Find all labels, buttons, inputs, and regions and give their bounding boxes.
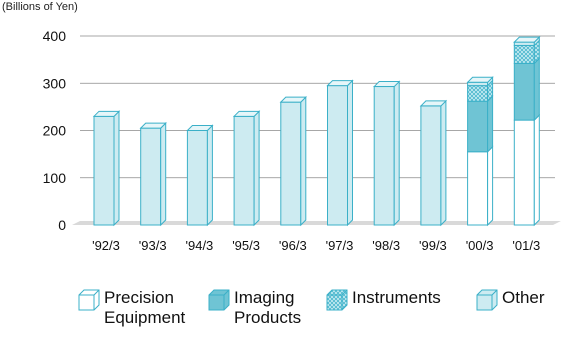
bar-top xyxy=(419,100,448,107)
x-tick-label: '93/3 xyxy=(139,238,167,253)
bar-top xyxy=(326,80,354,87)
bar-side-imaging-products xyxy=(487,94,494,153)
x-tick-label: '94/3 xyxy=(186,238,214,253)
bar-segment-other xyxy=(233,115,255,226)
bar-side-imaging-products xyxy=(533,57,540,122)
bar-segment-precision-equipment xyxy=(513,119,535,226)
x-tick-label: '99/3 xyxy=(419,238,447,253)
bar-segment-other xyxy=(280,101,302,226)
bar-side-other xyxy=(440,99,447,227)
instruments-swatch-icon xyxy=(326,289,348,311)
bar-segment-instruments xyxy=(467,85,489,102)
bar-side-other xyxy=(300,95,307,227)
y-axis-ticks: 400 300 200 100 0 xyxy=(43,28,67,233)
bar-segment-other xyxy=(186,130,208,226)
legend-label: Other xyxy=(502,288,545,307)
bar-segment-precision-equipment xyxy=(467,151,489,226)
x-tick-label: '95/3 xyxy=(232,238,260,253)
bar-top xyxy=(466,76,494,83)
legend-label: Instruments xyxy=(352,288,441,307)
x-tick-label: '97/3 xyxy=(326,238,354,253)
x-tick-label: '01/3 xyxy=(512,238,540,253)
y-tick-label: 0 xyxy=(58,217,66,233)
bar-side-other xyxy=(347,79,353,227)
y-tick-label: 400 xyxy=(43,28,67,44)
x-tick-label: '98/3 xyxy=(372,238,400,253)
legend-item-other: Other xyxy=(476,288,545,311)
bar-top xyxy=(232,110,261,117)
bar-side-precision-equipment xyxy=(487,145,494,227)
bar-segment-instruments xyxy=(513,44,535,64)
bar-top xyxy=(139,122,167,129)
legend-item-precision-equipment: Precision Equipment xyxy=(78,288,185,328)
bar-segment-other xyxy=(373,86,395,226)
bar-top xyxy=(372,81,401,88)
other-swatch-icon xyxy=(476,289,498,311)
y-tick-label: 300 xyxy=(43,75,67,91)
bar-segment-other xyxy=(140,127,162,226)
bar-top xyxy=(92,110,121,117)
legend: Precision Equipment Imaging Products Ins… xyxy=(78,288,558,338)
legend-item-instruments: Instruments xyxy=(326,288,441,311)
bar-side-other xyxy=(113,110,120,227)
x-tick-label: '96/3 xyxy=(279,238,307,253)
y-tick-label: 200 xyxy=(43,123,67,139)
legend-label: Imaging Products xyxy=(234,288,302,327)
x-tick-label: '92/3 xyxy=(92,238,120,253)
bar-segment-other xyxy=(327,85,348,226)
bar-segment-other xyxy=(420,105,442,226)
bar-side-precision-equipment xyxy=(533,113,540,227)
legend-item-imaging-products: Imaging Products xyxy=(208,288,301,328)
bar-segment-other xyxy=(93,115,115,226)
bars xyxy=(92,35,541,227)
bar-side-other xyxy=(206,124,213,227)
bar-segment-imaging-products xyxy=(467,100,489,153)
bar-top xyxy=(186,125,214,131)
bar-segment-imaging-products xyxy=(513,62,535,121)
bar-side-other xyxy=(253,110,260,227)
precision-equipment-swatch-icon xyxy=(78,289,100,311)
legend-label: Precision Equipment xyxy=(104,288,186,327)
x-tick-label: '00/3 xyxy=(466,238,494,253)
imaging-products-swatch-icon xyxy=(208,289,230,311)
bar-side-other xyxy=(160,121,167,227)
y-tick-label: 100 xyxy=(43,170,67,186)
bar-top xyxy=(513,36,541,43)
bar-top xyxy=(279,96,308,103)
x-axis-ticks: '92/3 '93/3 '94/3 '95/3 '96/3 '97/3 '98/3 '99/3… xyxy=(92,238,540,253)
bar-side-other xyxy=(393,80,400,227)
y-axis-unit-label: (Billions of Yen) xyxy=(2,1,78,13)
